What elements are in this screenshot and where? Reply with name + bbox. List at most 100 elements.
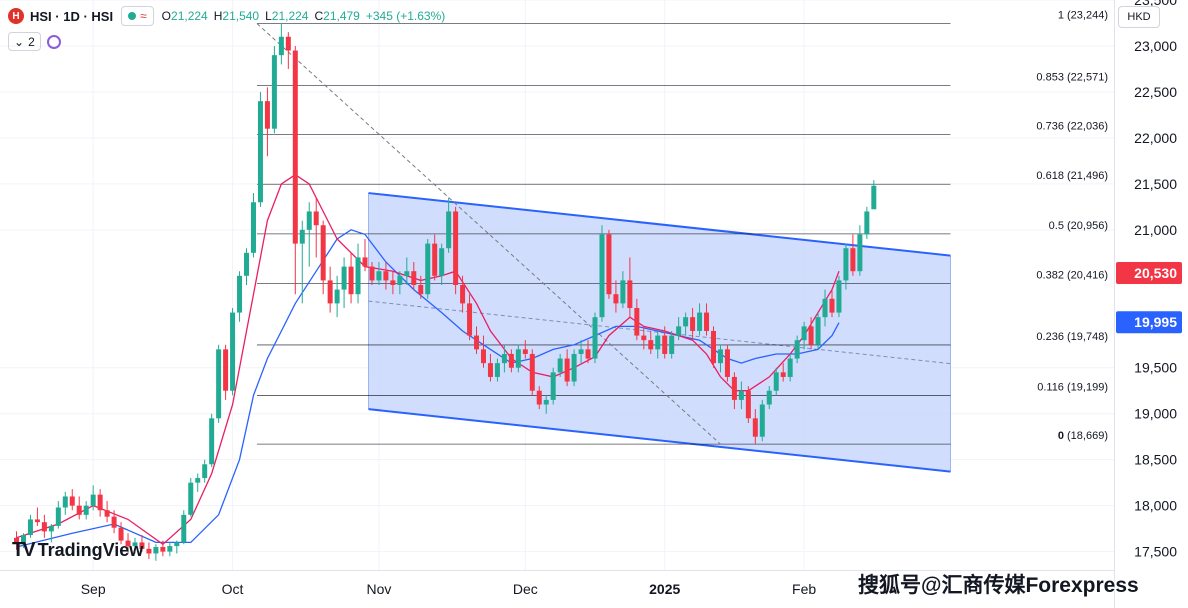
candle-body	[209, 418, 215, 465]
fib-open-paren: (	[1064, 10, 1071, 22]
price-tick-label: 19,000	[1134, 406, 1177, 422]
fib-value: 19,199	[1071, 381, 1105, 393]
open-label: O	[161, 9, 172, 23]
candle-body	[125, 540, 131, 547]
candle-body	[585, 349, 591, 359]
price-badge-label: 20,530	[1134, 265, 1177, 281]
fib-retracement[interactable]: 1 (23,244)0.853 (22,571)0.736 (22,036)0.…	[256, 10, 1108, 445]
candle-body	[285, 36, 291, 51]
candle-body	[683, 317, 689, 327]
fib-value: 19,748	[1071, 331, 1105, 343]
fib-open-paren: (	[1064, 430, 1071, 442]
open-value: 21,224	[171, 9, 208, 23]
candle-body	[697, 312, 703, 331]
candle-body	[717, 349, 723, 364]
fib-ratio: 1	[1058, 10, 1064, 22]
candle-body	[487, 363, 493, 377]
channel-fill	[368, 193, 951, 472]
candle-body	[237, 275, 243, 313]
low-value: 21,224	[271, 9, 309, 23]
candle-body	[704, 312, 710, 331]
candle-body	[153, 547, 159, 554]
refresh-icon[interactable]	[46, 34, 61, 49]
fib-open-paren: (	[1064, 381, 1071, 393]
symbol-title[interactable]: HSI · 1D · HSI	[30, 8, 114, 24]
candle-body	[759, 404, 765, 437]
candle-body	[829, 298, 835, 313]
candle-body	[425, 243, 431, 295]
indicator-row: ⌄ 2	[8, 32, 61, 51]
tradingview-logo[interactable]: TV TradingView	[12, 539, 143, 562]
candle-body	[599, 234, 605, 318]
fib-close-paren: )	[1104, 71, 1108, 83]
price-tick-label: 18,000	[1134, 498, 1177, 514]
fib-open-paren: (	[1064, 270, 1071, 282]
candle-body	[20, 535, 26, 543]
price-tick-label: 23,500	[1134, 0, 1177, 8]
fib-open-paren: (	[1064, 170, 1071, 182]
candle-body	[327, 280, 333, 304]
candle-body	[641, 335, 647, 341]
fib-level-label: 0.736 (22,036)	[1036, 121, 1108, 133]
candle-body	[264, 101, 270, 129]
candle-body	[34, 519, 40, 523]
candle-body	[244, 252, 250, 276]
market-status-chip[interactable]: ≈	[121, 6, 154, 26]
change-value: +345 (+1.63%)	[365, 9, 446, 23]
price-tick-label: 22,500	[1134, 84, 1177, 100]
candle-body	[871, 185, 877, 210]
candle-body	[376, 271, 382, 281]
time-tick-label: 2025	[649, 581, 680, 597]
candle-body	[662, 335, 668, 354]
candle-body	[578, 349, 584, 354]
fib-close-paren: )	[1104, 170, 1108, 182]
currency-button[interactable]: HKD	[1118, 6, 1160, 28]
candle-body	[557, 358, 563, 373]
candle-body	[613, 294, 619, 304]
candle-body	[390, 280, 396, 285]
candle-body	[216, 349, 222, 419]
candle-body	[606, 234, 612, 295]
indicators-toggle-button[interactable]: ⌄ 2	[8, 32, 41, 51]
candle-body	[864, 211, 870, 235]
high-value: 21,540	[222, 9, 260, 23]
candle-body	[822, 298, 828, 318]
candle-body	[439, 248, 445, 276]
price-badge	[1116, 262, 1182, 285]
fib-open-paren: (	[1064, 331, 1071, 343]
candle-body	[320, 225, 326, 281]
fib-ratio: 0.382	[1036, 270, 1064, 282]
fib-value: 20,416	[1071, 270, 1105, 282]
candle-body	[836, 280, 842, 313]
candle-body	[355, 257, 361, 295]
candle-body	[843, 248, 849, 281]
channel-upper-line	[368, 192, 951, 257]
price-axis[interactable]: 23,500 23,000 22,500 22,000 21,500 21,000 19,5…	[1114, 0, 1183, 608]
price-tick-label: 23,000	[1134, 38, 1177, 54]
candle-body	[474, 335, 480, 350]
candle-body	[418, 285, 424, 295]
candle-body	[250, 202, 256, 253]
low-label: L	[265, 9, 272, 23]
high-label: H	[213, 9, 223, 23]
candle-body	[460, 285, 466, 304]
candle-body	[278, 36, 284, 56]
fib-open-paren: (	[1064, 121, 1071, 133]
price-tick-label: 17,500	[1134, 544, 1177, 560]
fib-ratio: 0.618	[1036, 170, 1064, 182]
candle-body	[174, 542, 180, 547]
candle-body	[850, 248, 856, 272]
candle-body	[550, 372, 556, 400]
candle-body	[341, 266, 347, 290]
candle-body	[808, 326, 814, 345]
candle-body	[292, 50, 298, 244]
parallel-channel[interactable]	[367, 192, 951, 473]
fib-open-paren: (	[1064, 220, 1071, 232]
candle-body	[453, 211, 459, 285]
fib-ratio: 0.116	[1037, 381, 1064, 393]
time-axis[interactable]: Sep Oct Nov Dec 2025 Feb	[0, 570, 1114, 598]
candle-body	[522, 349, 528, 354]
fib-value: 21,496	[1071, 170, 1105, 182]
